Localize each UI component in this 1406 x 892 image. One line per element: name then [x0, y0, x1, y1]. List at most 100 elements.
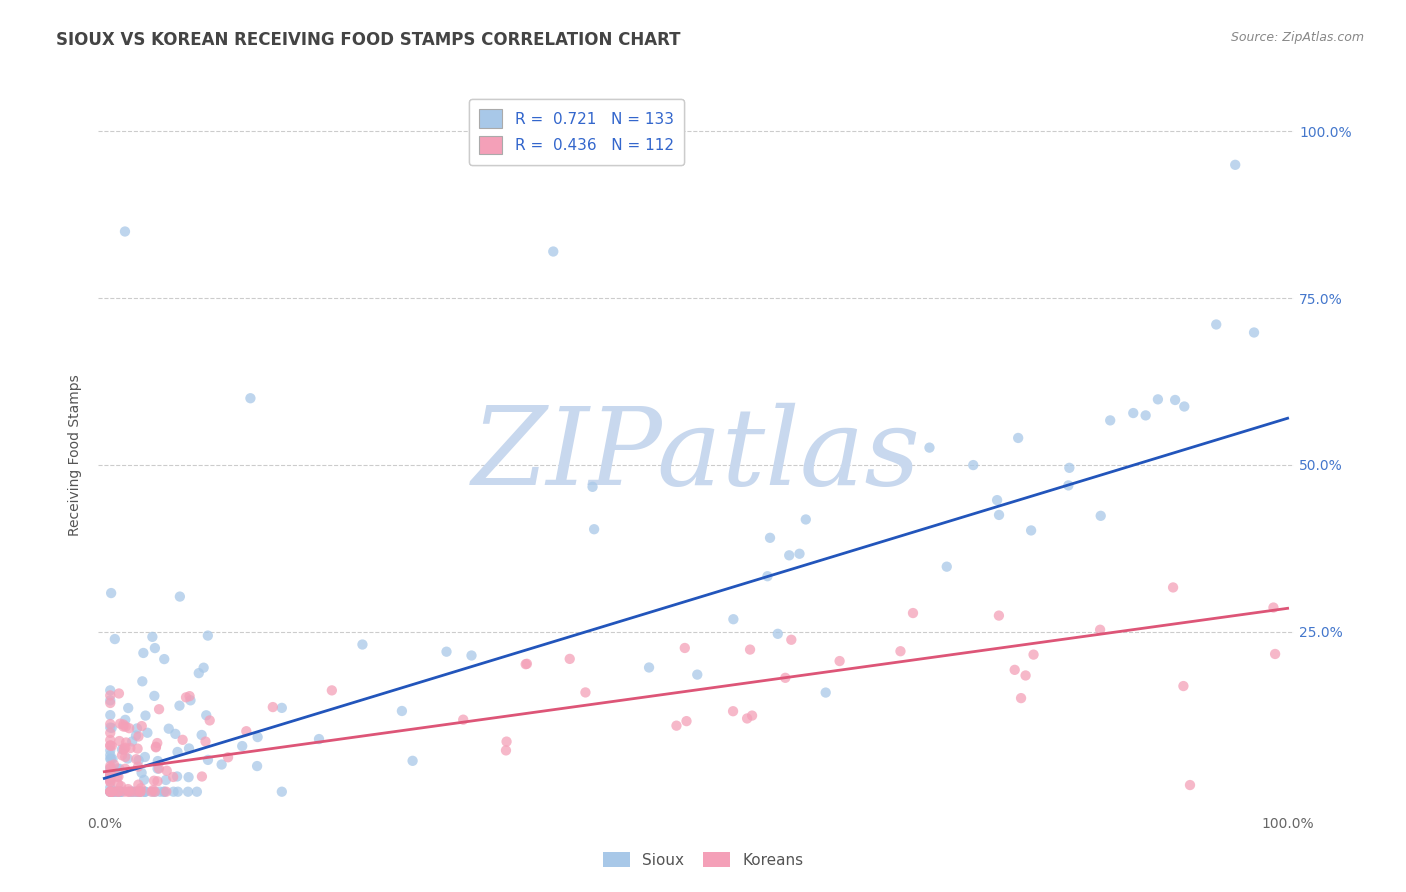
- Point: [391, 704, 413, 718]
- Point: [231, 739, 253, 753]
- Point: [127, 759, 149, 773]
- Point: [889, 644, 911, 658]
- Point: [114, 225, 136, 239]
- Point: [143, 785, 166, 799]
- Point: [101, 752, 124, 766]
- Point: [108, 716, 131, 731]
- Point: [98, 774, 121, 789]
- Point: [103, 785, 125, 799]
- Point: [100, 721, 122, 735]
- Point: [98, 772, 121, 787]
- Point: [142, 783, 165, 797]
- Point: [105, 770, 128, 784]
- Point: [103, 757, 125, 772]
- Point: [177, 770, 200, 784]
- Point: [104, 785, 127, 799]
- Point: [112, 743, 135, 757]
- Point: [153, 785, 176, 799]
- Point: [107, 785, 129, 799]
- Point: [148, 702, 170, 716]
- Legend: Sioux, Koreans: Sioux, Koreans: [595, 844, 811, 875]
- Point: [117, 782, 139, 797]
- Point: [197, 629, 219, 643]
- Point: [132, 772, 155, 787]
- Point: [1173, 679, 1195, 693]
- Point: [756, 569, 779, 583]
- Point: [128, 753, 150, 767]
- Point: [156, 764, 179, 778]
- Point: [775, 671, 797, 685]
- Point: [114, 750, 136, 764]
- Point: [166, 769, 188, 783]
- Point: [127, 785, 149, 799]
- Point: [187, 666, 209, 681]
- Point: [195, 708, 218, 723]
- Point: [98, 743, 121, 757]
- Point: [735, 711, 758, 725]
- Point: [136, 725, 159, 739]
- Point: [98, 752, 121, 766]
- Point: [780, 632, 803, 647]
- Point: [141, 785, 163, 799]
- Point: [127, 741, 149, 756]
- Point: [1243, 326, 1265, 340]
- Point: [581, 480, 603, 494]
- Point: [935, 559, 957, 574]
- Point: [117, 751, 139, 765]
- Point: [118, 785, 141, 799]
- Point: [515, 657, 537, 672]
- Point: [110, 785, 132, 799]
- Point: [1007, 431, 1029, 445]
- Point: [1010, 691, 1032, 706]
- Point: [98, 764, 121, 779]
- Point: [169, 590, 191, 604]
- Point: [543, 244, 565, 259]
- Point: [131, 674, 153, 689]
- Point: [675, 714, 697, 728]
- Point: [583, 522, 606, 536]
- Point: [155, 772, 177, 787]
- Point: [128, 785, 150, 799]
- Point: [828, 654, 851, 668]
- Point: [125, 752, 148, 766]
- Point: [98, 775, 121, 789]
- Point: [778, 549, 800, 563]
- Point: [108, 686, 131, 700]
- Point: [131, 719, 153, 733]
- Point: [98, 739, 121, 753]
- Point: [115, 735, 138, 749]
- Point: [121, 785, 143, 799]
- Point: [918, 441, 941, 455]
- Point: [165, 727, 187, 741]
- Point: [145, 739, 167, 754]
- Point: [179, 693, 201, 707]
- Text: ZIPatlas: ZIPatlas: [471, 402, 921, 508]
- Point: [721, 704, 744, 718]
- Point: [143, 785, 166, 799]
- Point: [108, 785, 131, 799]
- Point: [766, 627, 789, 641]
- Point: [759, 531, 782, 545]
- Point: [148, 762, 170, 776]
- Point: [174, 690, 197, 705]
- Point: [167, 785, 190, 799]
- Point: [107, 785, 129, 799]
- Point: [100, 586, 122, 600]
- Point: [1122, 406, 1144, 420]
- Point: [98, 739, 121, 753]
- Point: [723, 612, 745, 626]
- Point: [262, 700, 284, 714]
- Point: [101, 739, 124, 753]
- Point: [197, 753, 219, 767]
- Point: [665, 719, 688, 733]
- Point: [98, 733, 121, 747]
- Point: [321, 683, 343, 698]
- Point: [1019, 524, 1042, 538]
- Point: [1135, 409, 1157, 423]
- Point: [105, 785, 128, 799]
- Point: [110, 785, 132, 799]
- Point: [1161, 581, 1184, 595]
- Point: [235, 724, 257, 739]
- Point: [98, 768, 121, 782]
- Point: [98, 764, 121, 779]
